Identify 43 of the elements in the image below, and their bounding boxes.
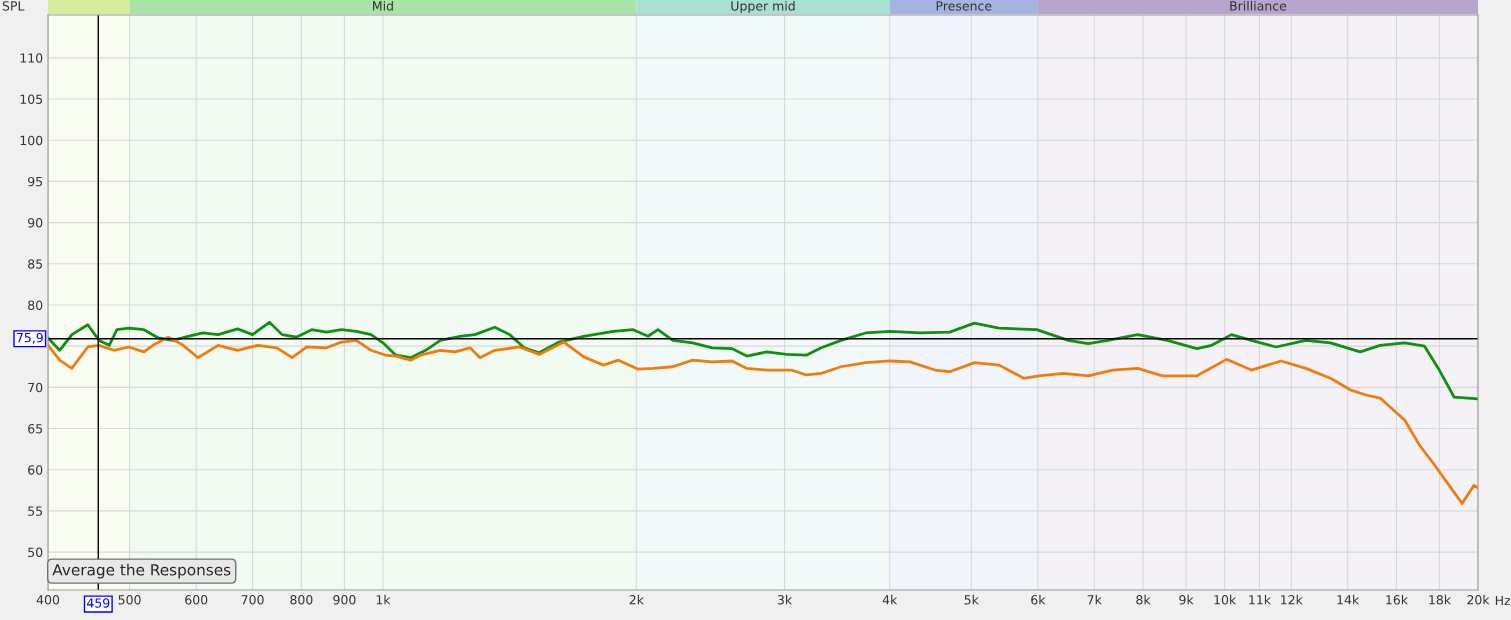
x-tick-label: 700 xyxy=(241,595,264,605)
x-tick-label: 9k xyxy=(1179,594,1194,605)
x-tick-label: 7k xyxy=(1087,594,1102,605)
x-tick-label: 11k xyxy=(1249,594,1271,605)
x-tick-label: 5k xyxy=(964,594,979,605)
y-tick-label: 105 xyxy=(20,94,43,104)
x-tick-label: 6k xyxy=(1031,594,1046,605)
y-tick-label: 70 xyxy=(28,382,43,393)
x-tick-label: 16k xyxy=(1386,594,1408,605)
x-tick-label: 500 xyxy=(118,595,141,605)
band-label: Mid xyxy=(373,0,393,11)
x-tick-label: 10k xyxy=(1214,594,1237,605)
y-tick-label: 100 xyxy=(20,135,43,146)
x-tick-label: 1k xyxy=(376,594,391,605)
x-tick-label: 800 xyxy=(290,595,313,605)
x-tick-label: 2k xyxy=(629,594,644,605)
y-tick-label: 55 xyxy=(28,506,43,516)
x-tick-label: 400 xyxy=(36,595,60,605)
x-tick-label: 600 xyxy=(185,595,208,605)
x-axis-title: Hz xyxy=(1495,595,1511,606)
x-tick-label: 900 xyxy=(333,595,356,605)
y-tick-label: 90 xyxy=(28,218,43,228)
x-tick-label: 20k xyxy=(1467,594,1490,605)
y-tick-label: 110 xyxy=(20,53,43,63)
y-tick-label: 85 xyxy=(28,259,43,269)
annotation: Average the Responses xyxy=(52,563,231,579)
y-tick-label: 50 xyxy=(28,547,43,558)
x-tick-label: 4k xyxy=(882,594,898,605)
y-tick-label: 65 xyxy=(28,424,43,434)
y-axis-title: SPL xyxy=(2,1,25,11)
x-tick-label: 18k xyxy=(1429,594,1452,605)
y-tick-label: 80 xyxy=(28,300,43,310)
x-tick-label: 12k xyxy=(1281,594,1303,605)
band-label: Upper mid xyxy=(731,0,795,14)
x-tick-label: 3k xyxy=(777,594,793,605)
band-label: Presence xyxy=(936,1,992,11)
ref-line-label: 75,9 xyxy=(16,332,43,344)
band-label: Brilliance xyxy=(1230,0,1287,11)
y-tick-label: 95 xyxy=(28,176,43,187)
ref-line-label: 459 xyxy=(86,598,110,608)
x-tick-label: 14k xyxy=(1337,594,1360,605)
y-tick-label: 60 xyxy=(28,465,43,475)
x-tick-label: 8k xyxy=(1136,594,1151,605)
